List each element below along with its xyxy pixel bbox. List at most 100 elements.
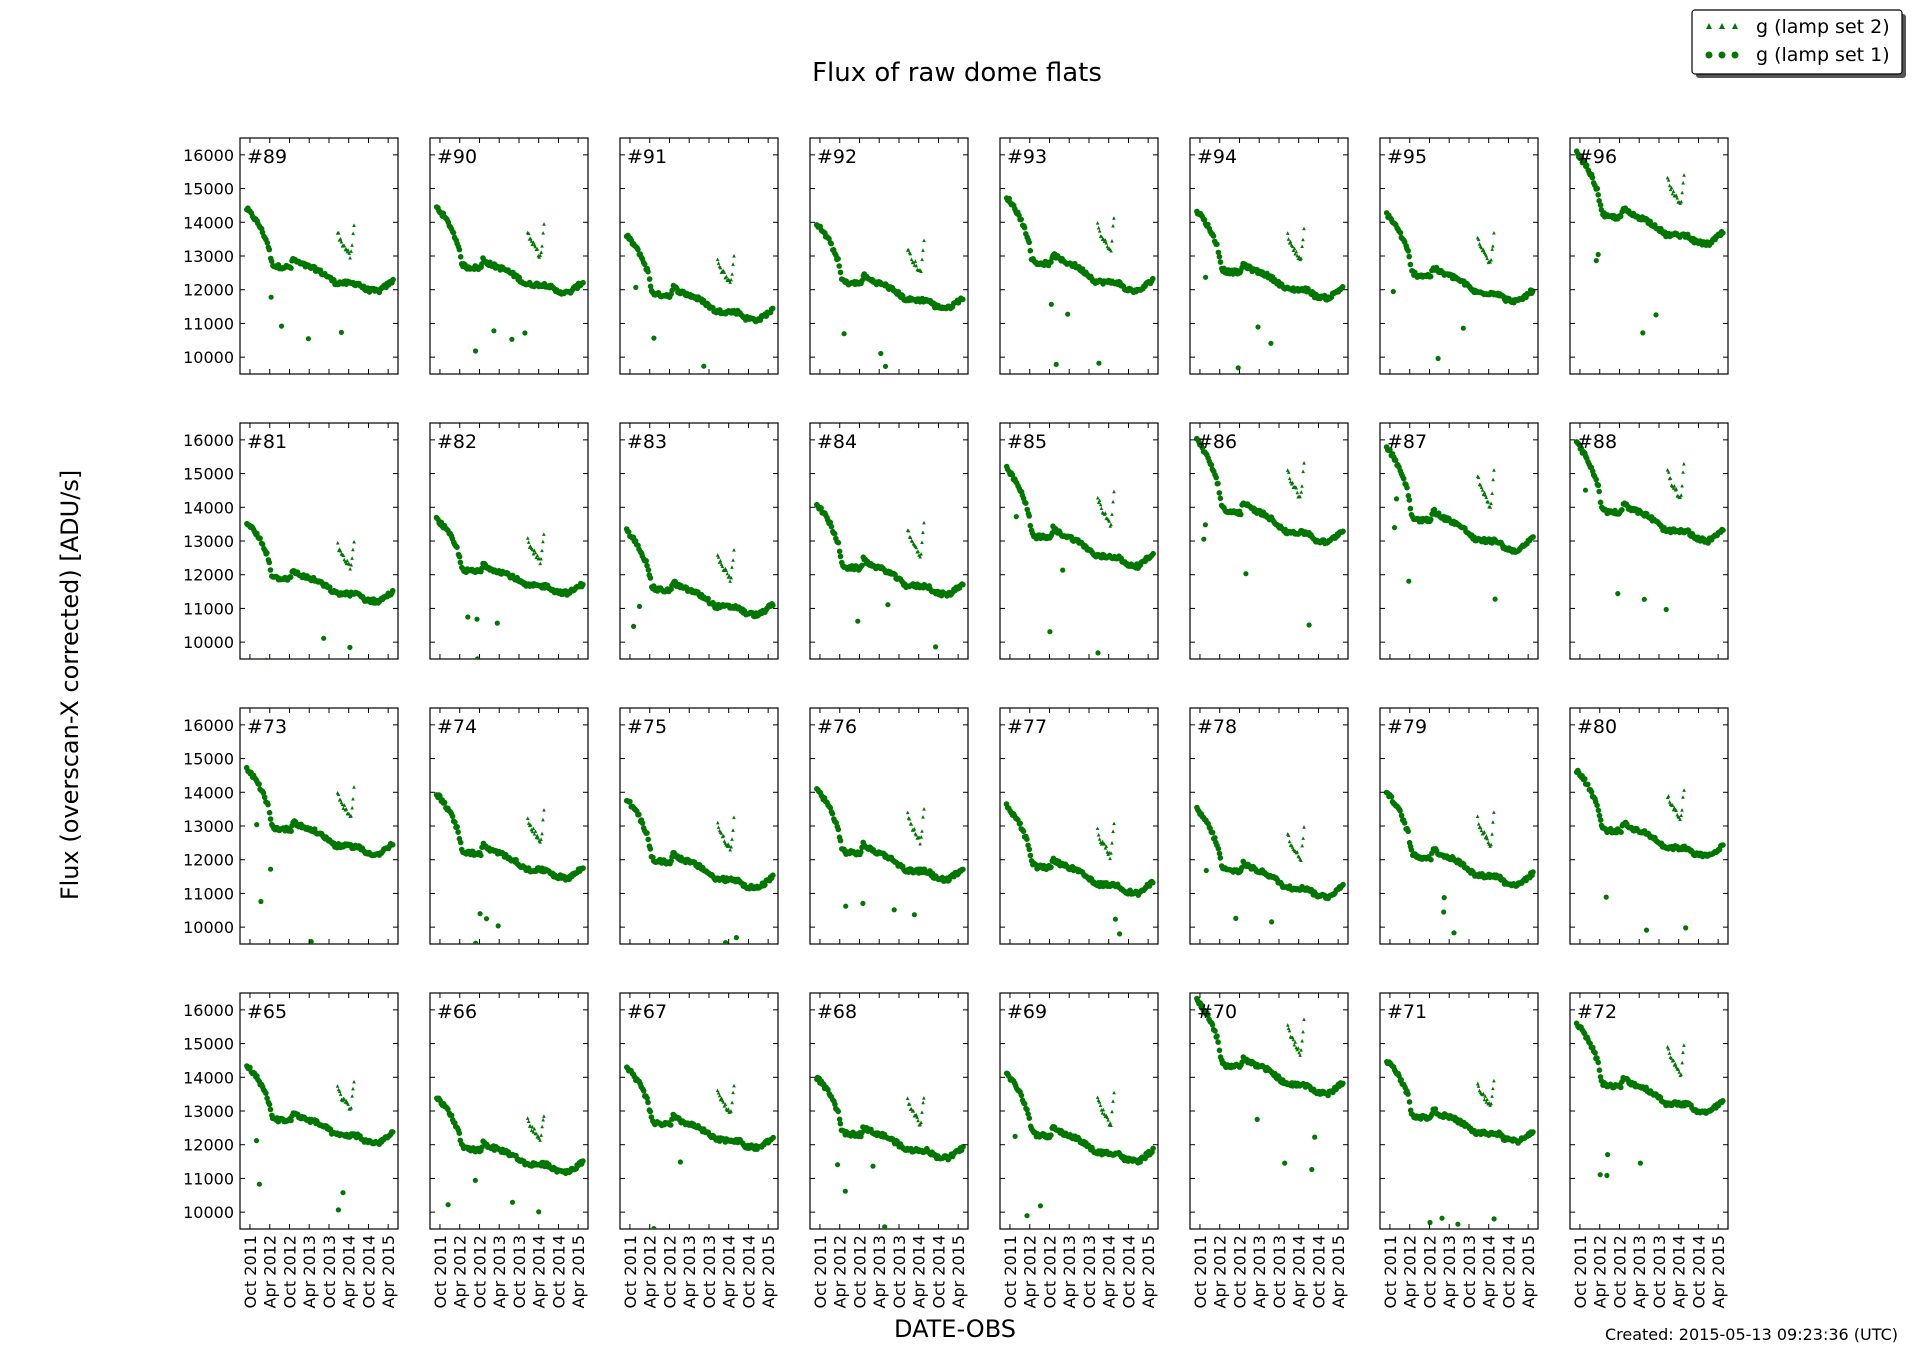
data-point-lamp-set-1 (1401, 820, 1408, 826)
data-point-lamp-set-2 (352, 1079, 356, 1084)
data-point-lamp-set-2 (1290, 480, 1295, 485)
data-point-lamp-set-1 (828, 240, 834, 247)
subplot-frame (619, 137, 779, 375)
data-point-lamp-set-2 (534, 1131, 539, 1136)
data-point-lamp-set-2 (538, 839, 542, 844)
data-point-lamp-set-2 (530, 829, 535, 834)
subplot-data (1383, 210, 1536, 362)
data-point-lamp-set-1 (769, 305, 776, 312)
data-point-lamp-set-2 (722, 270, 727, 274)
data-point-lamp-set-1 (858, 849, 864, 855)
subplot-frame (1379, 707, 1539, 945)
data-point-lamp-set-1 (1407, 261, 1414, 268)
subplot-frame (239, 137, 399, 375)
subplot-label: #81 (247, 431, 287, 453)
data-point-lamp-set-1 (1150, 275, 1156, 282)
data-point-lamp-set-2 (352, 785, 356, 789)
data-point-lamp-set-1 (1460, 325, 1466, 331)
data-point-lamp-set-1 (1595, 807, 1602, 814)
data-point-lamp-set-2 (1682, 788, 1686, 792)
data-point-lamp-set-1 (841, 331, 847, 337)
data-point-lamp-set-2 (1108, 856, 1112, 861)
subplot-frame (1189, 707, 1349, 945)
subplot-data (433, 514, 586, 659)
data-point-lamp-set-1 (445, 1202, 451, 1208)
data-point-lamp-set-1 (1026, 513, 1032, 519)
data-point-lamp-set-1 (1216, 490, 1223, 496)
data-point-lamp-set-1 (254, 822, 260, 828)
data-point-lamp-set-1 (712, 975, 717, 980)
data-point-lamp-set-1 (1339, 284, 1346, 290)
subplot-label: #93 (1007, 146, 1047, 168)
data-point-lamp-set-1 (1595, 192, 1601, 198)
data-point-lamp-set-1 (483, 916, 490, 922)
data-point-lamp-set-1 (644, 830, 650, 836)
subplot-data (244, 520, 396, 659)
data-point-lamp-set-1 (1016, 212, 1022, 219)
data-point-lamp-set-2 (1484, 495, 1489, 499)
data-point-lamp-set-2 (345, 558, 350, 563)
data-point-lamp-set-2 (531, 551, 536, 556)
data-point-lamp-set-2 (530, 1125, 535, 1129)
subplot-label: #89 (247, 146, 287, 168)
data-point-lamp-set-1 (536, 1209, 542, 1215)
x-tick-label: Apr 2012 (261, 1235, 280, 1308)
data-point-lamp-set-1 (1615, 943, 1620, 944)
subplot-data (623, 797, 776, 980)
data-point-lamp-set-1 (473, 940, 479, 944)
data-point-lamp-set-1 (633, 284, 639, 290)
subplot-frame (619, 422, 779, 660)
data-point-lamp-set-1 (266, 809, 273, 816)
data-point-lamp-set-2 (1678, 495, 1682, 499)
subplot-frame (1189, 137, 1349, 375)
data-point-lamp-set-2 (533, 550, 538, 555)
subplot-label: #94 (1197, 146, 1237, 168)
data-point-lamp-set-1 (1594, 185, 1601, 192)
data-point-lamp-set-2 (1681, 795, 1685, 799)
data-point-lamp-set-1 (1216, 253, 1223, 260)
data-point-lamp-set-2 (525, 816, 530, 821)
data-point-lamp-set-2 (338, 236, 343, 241)
subplot-data (433, 204, 586, 354)
data-point-lamp-set-2 (540, 831, 544, 836)
data-point-lamp-set-1 (264, 1095, 270, 1101)
subplot-90: #90 (429, 137, 589, 375)
data-point-lamp-set-2 (526, 540, 531, 544)
data-point-lamp-set-1 (911, 912, 918, 918)
data-point-lamp-set-2 (1287, 476, 1292, 481)
data-point-lamp-set-2 (1109, 248, 1113, 253)
data-point-lamp-set-1 (1583, 162, 1590, 169)
data-point-lamp-set-1 (389, 587, 396, 594)
data-point-lamp-set-1 (1407, 505, 1414, 512)
subplot-data (814, 501, 966, 650)
data-point-lamp-set-1 (1023, 500, 1029, 507)
data-point-lamp-set-1 (267, 567, 274, 573)
y-tick-label: 13000 (183, 1102, 234, 1121)
data-point-lamp-set-2 (341, 553, 346, 558)
data-point-lamp-set-2 (1097, 228, 1102, 233)
data-point-lamp-set-2 (1492, 468, 1496, 472)
y-tick-label: 12000 (183, 281, 234, 300)
data-point-lamp-set-2 (340, 1098, 345, 1103)
subplot-frame (619, 707, 779, 945)
data-point-lamp-set-1 (457, 253, 464, 260)
data-point-lamp-set-2 (1491, 820, 1495, 824)
data-point-lamp-set-1 (627, 798, 633, 805)
subplot-frame (239, 422, 399, 660)
data-point-lamp-set-1 (495, 923, 501, 929)
data-point-lamp-set-2 (1299, 858, 1303, 862)
data-point-lamp-set-1 (288, 265, 294, 271)
data-point-lamp-set-1 (287, 574, 294, 580)
subplot-label: #95 (1387, 146, 1427, 168)
subplot-label: #76 (817, 716, 857, 738)
subplot-label: #66 (437, 1001, 477, 1023)
y-tick-label: 13000 (183, 532, 234, 551)
subplot-label: #85 (1007, 431, 1047, 453)
data-point-lamp-set-1 (456, 1130, 463, 1136)
data-point-lamp-set-1 (522, 330, 528, 336)
data-point-lamp-set-1 (692, 676, 697, 681)
data-point-lamp-set-2 (342, 1097, 347, 1101)
data-point-lamp-set-2 (337, 1089, 342, 1093)
data-point-lamp-set-2 (1479, 828, 1484, 833)
